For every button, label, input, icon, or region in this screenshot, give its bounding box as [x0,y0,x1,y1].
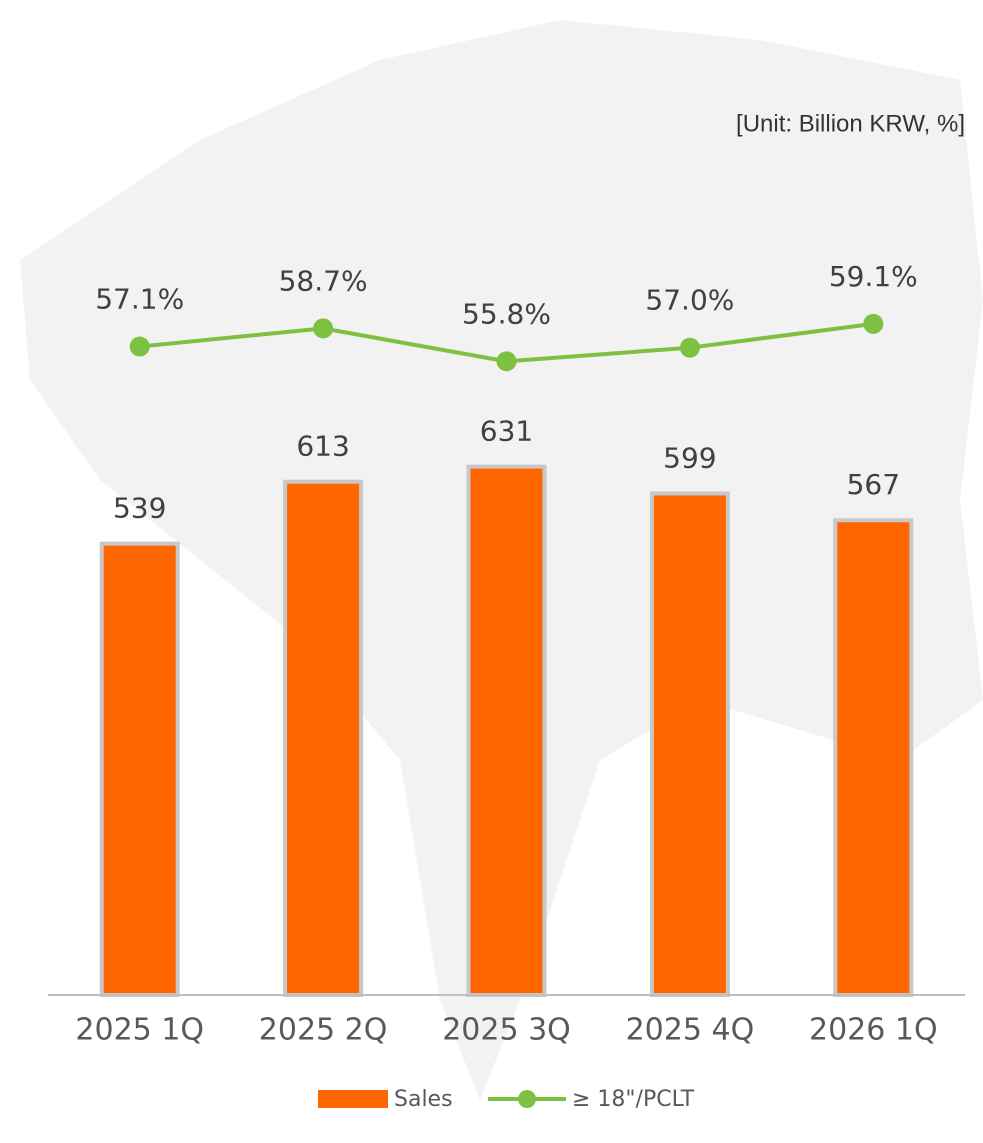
x-tick-label: 2025 2Q [259,1013,388,1048]
x-tick-label: 2025 1Q [75,1013,204,1048]
bar-value-label: 539 [113,492,166,525]
bar [833,518,914,997]
legend-label: Sales [394,1087,453,1112]
line-point [496,351,517,372]
bar [466,464,547,998]
line-point [679,337,700,358]
unit-label: [Unit: Billion KRW, %] [736,110,965,137]
bar [283,479,364,997]
line-value-label: 59.1% [829,260,918,293]
line-value-label: 57.1% [95,283,184,316]
line-point [129,336,150,357]
x-tick-label: 2025 3Q [442,1013,571,1048]
line-point [863,313,884,334]
bar-value-label: 613 [296,430,349,463]
line-value-label: 55.8% [462,297,551,330]
legend-swatch [318,1090,388,1108]
x-tick-label: 2026 1Q [809,1013,938,1048]
line-value-label: 58.7% [279,264,368,297]
bar-value-label: 567 [847,468,900,501]
line-value-label: 57.0% [645,284,734,317]
bar [99,541,180,998]
legend-marker [518,1090,536,1108]
bar [649,491,730,997]
legend-label: ≥ 18"/PCLT [572,1087,695,1112]
line-point [313,318,334,339]
bar-value-label: 631 [480,415,533,448]
bar-value-label: 599 [663,441,716,474]
x-tick-label: 2025 4Q [626,1013,755,1048]
